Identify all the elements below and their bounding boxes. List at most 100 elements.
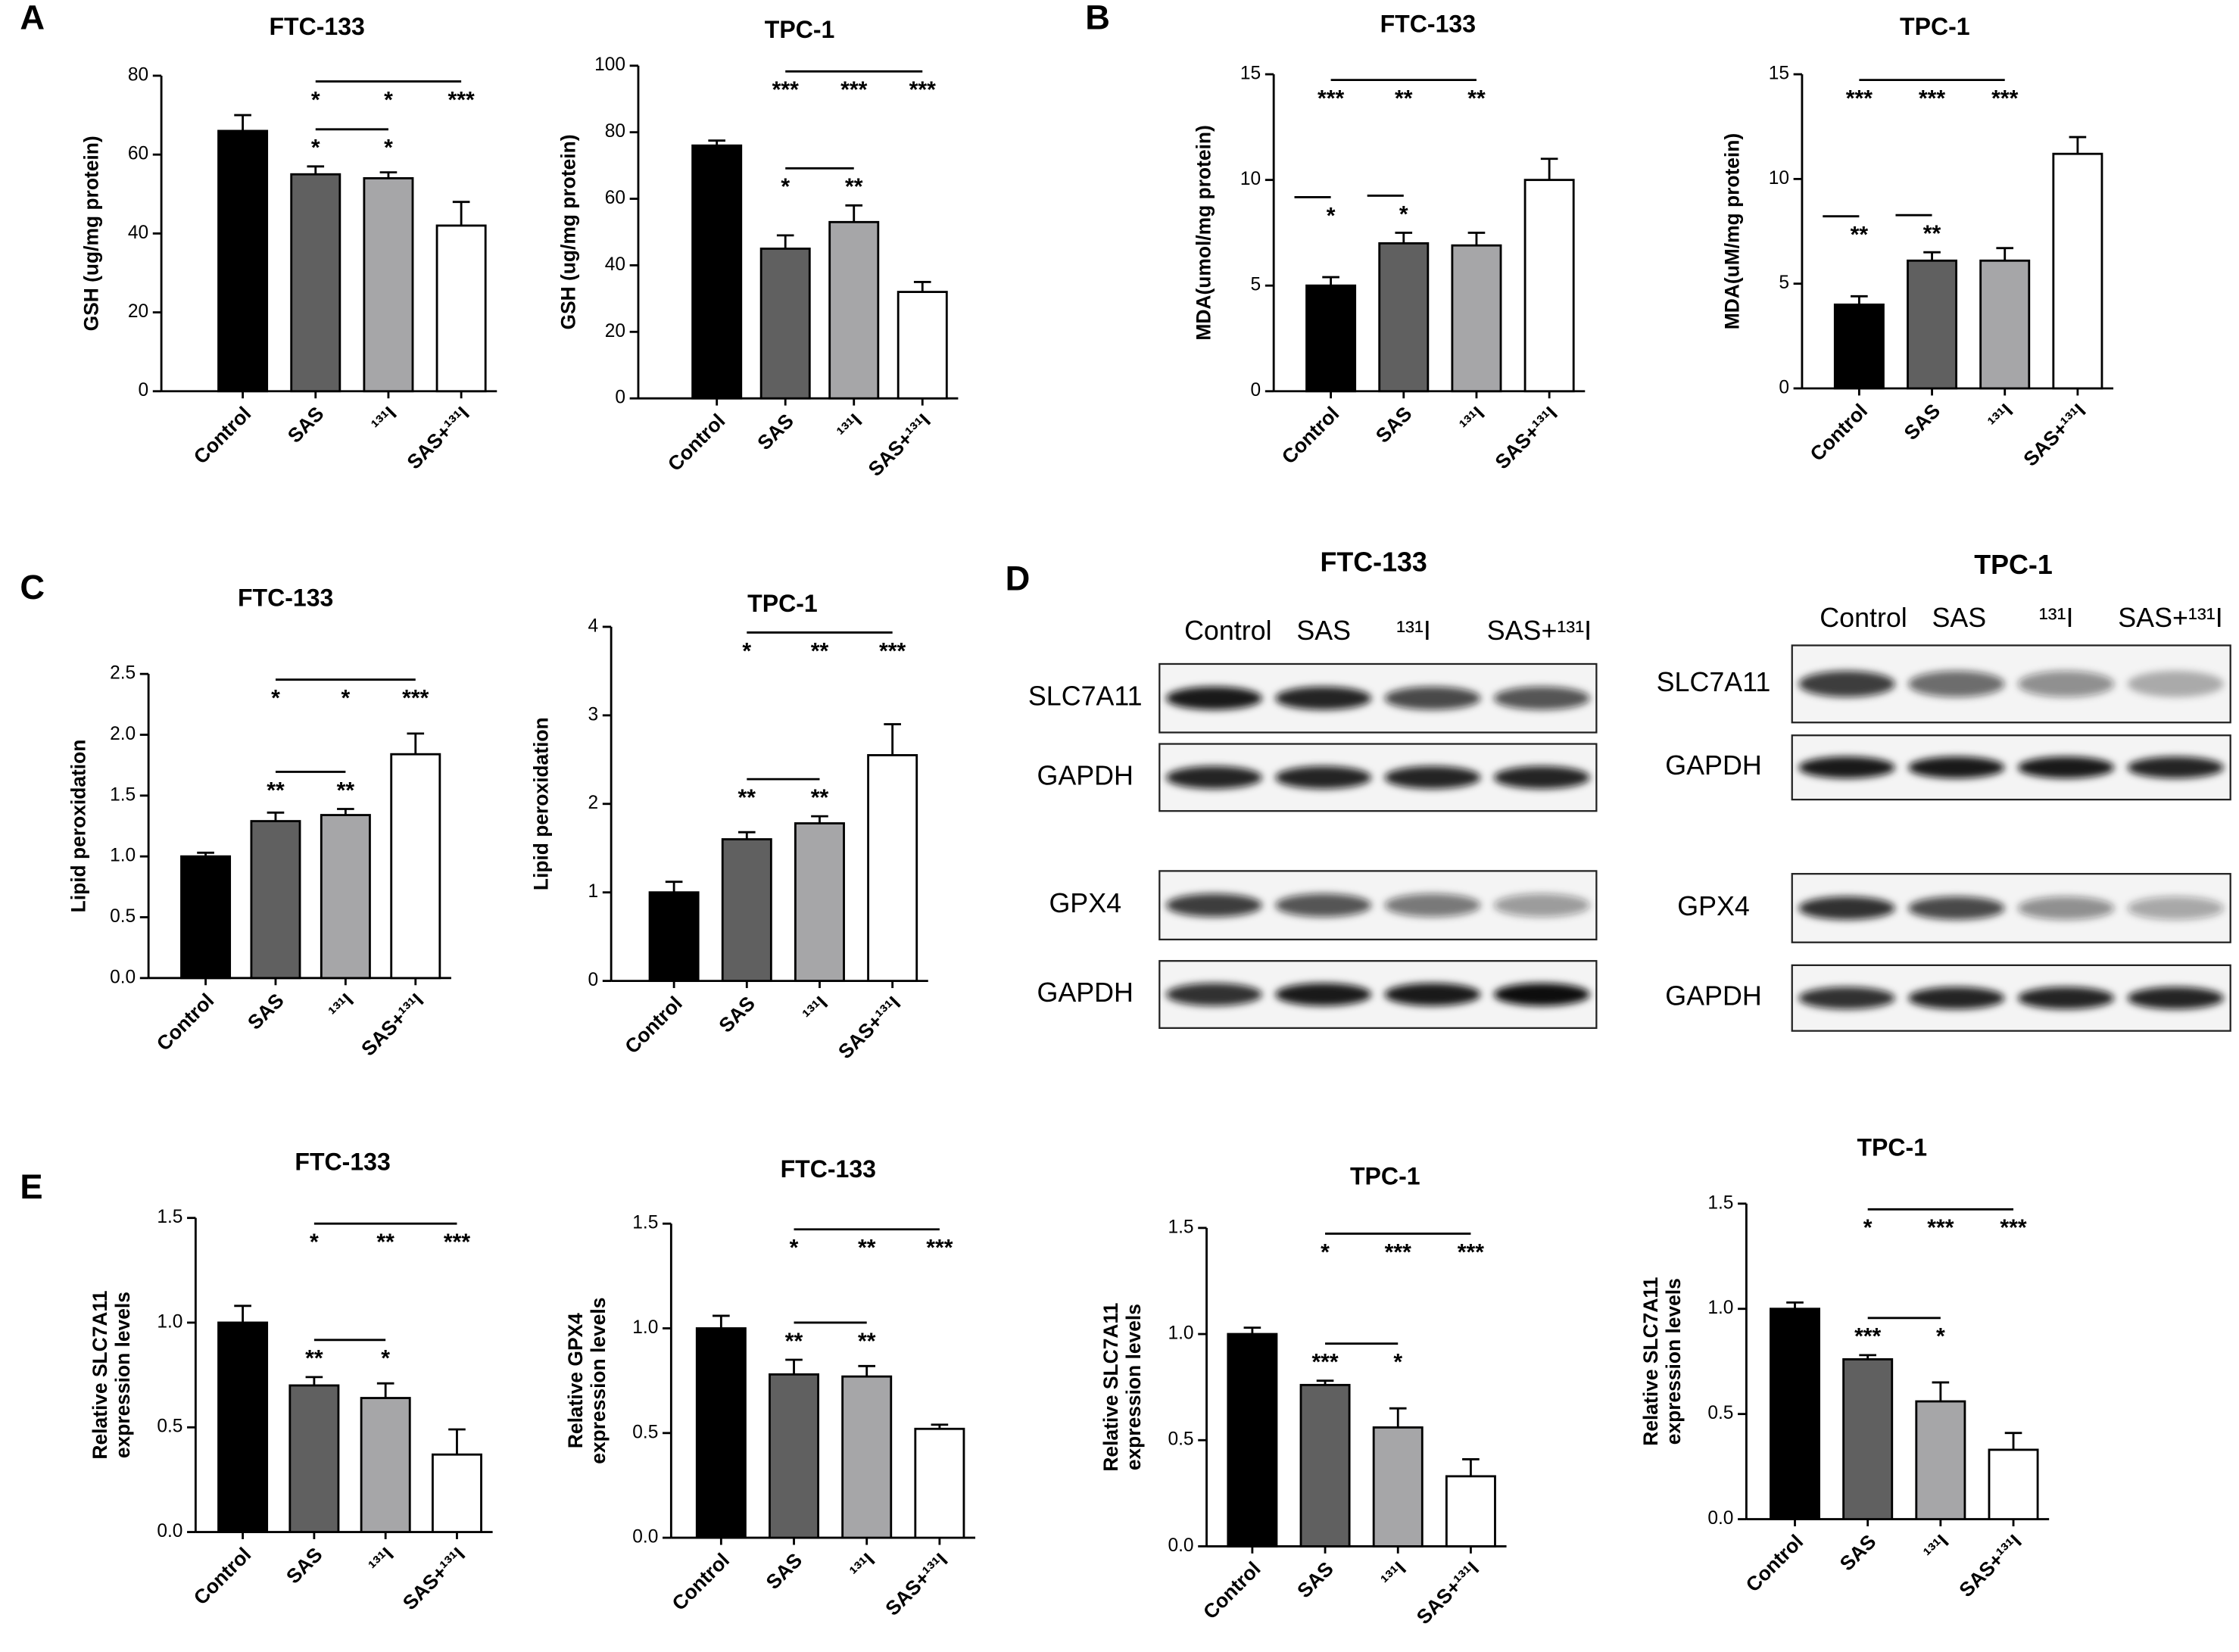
error-bar <box>234 114 251 131</box>
x-tick-label: SAS+¹³¹I <box>1491 402 1562 473</box>
x-tick-label: ¹³¹I <box>1919 1530 1954 1564</box>
bar <box>695 1327 747 1539</box>
error-bar <box>811 815 828 824</box>
row-label: GAPDH <box>1037 760 1134 790</box>
band <box>1798 671 1895 697</box>
y-tick-label: 1.0 <box>1168 1323 1194 1344</box>
y-tick-label: 0 <box>1251 380 1261 401</box>
bar <box>828 220 880 400</box>
band <box>1165 893 1262 918</box>
significance: * <box>742 639 751 664</box>
bar <box>841 1375 893 1539</box>
y-axis-label: MDA(umol/mg protein) <box>1193 125 1215 340</box>
significance: ** <box>1851 223 1869 248</box>
significance: *** <box>1846 86 1873 111</box>
significance: *** <box>1991 86 2018 111</box>
error-bar <box>376 1382 394 1398</box>
row-label: GAPDH <box>1665 981 1761 1011</box>
significance: ** <box>811 639 829 664</box>
y-tick-label: 20 <box>605 321 625 341</box>
band <box>2017 671 2115 697</box>
panel-label: E <box>20 1167 42 1206</box>
band <box>1908 756 2005 779</box>
significance: *** <box>772 78 799 103</box>
significance: ** <box>858 1236 876 1261</box>
band <box>1493 765 1590 789</box>
y-tick-label: 20 <box>128 301 148 322</box>
y-tick-label: 100 <box>594 55 625 75</box>
significance: ** <box>858 1329 876 1354</box>
bar <box>648 891 700 983</box>
band <box>1275 765 1372 789</box>
bar <box>1305 284 1357 393</box>
band <box>1384 686 1481 710</box>
bar <box>691 144 743 400</box>
y-tick-label: 4 <box>588 616 599 636</box>
significance: *** <box>444 1230 470 1255</box>
y-tick-label: 1.5 <box>110 784 136 805</box>
band <box>1908 987 2005 1009</box>
y-tick-label: 1.0 <box>157 1311 182 1332</box>
y-tick-label: 10 <box>1769 168 1789 189</box>
bar <box>759 248 811 400</box>
panel-label: A <box>20 0 45 36</box>
x-tick-label: ¹³¹I <box>1983 399 2017 433</box>
error-bar <box>1851 295 1868 305</box>
y-axis-label: expression levels <box>587 1298 610 1464</box>
error-bar <box>1389 1407 1407 1428</box>
error-bar <box>452 201 470 226</box>
significance: * <box>384 88 393 113</box>
error-bar <box>713 1314 730 1329</box>
bar <box>290 173 341 393</box>
bar <box>1299 1383 1351 1548</box>
significance: * <box>1321 1240 1330 1265</box>
bar <box>1451 244 1502 393</box>
significance: *** <box>1927 1216 1954 1241</box>
error-bar <box>448 1428 466 1455</box>
significance: * <box>1863 1216 1873 1241</box>
x-tick-label: SAS+¹³¹I <box>2019 399 2090 470</box>
significance: ** <box>267 778 285 803</box>
row-label: GAPDH <box>1665 750 1761 781</box>
y-tick-label: 80 <box>128 64 148 85</box>
x-tick-label: ¹³¹I <box>324 989 358 1023</box>
x-tick-label: SAS+¹³¹I <box>357 989 428 1060</box>
band <box>2127 896 2225 920</box>
error-bar <box>1923 251 1941 261</box>
error-bar <box>737 831 756 840</box>
bar <box>1523 179 1575 393</box>
y-tick-label: 0 <box>588 970 599 990</box>
row-label: SLC7A11 <box>1657 667 1771 697</box>
y-axis-label: Lipid peroxidation <box>67 740 90 913</box>
x-tick-label: SAS <box>1835 1530 1881 1576</box>
x-tick-label: Control <box>189 1543 256 1610</box>
chart-title: FTC-133 <box>295 1148 390 1175</box>
band <box>1798 987 1895 1009</box>
y-tick-label: 40 <box>605 254 625 275</box>
x-tick-label: SAS <box>243 989 288 1034</box>
error-bar <box>1395 232 1413 244</box>
x-tick-label: SAS <box>753 410 798 455</box>
y-axis-label: Relative SLC7A11 <box>1639 1277 1662 1446</box>
significance: *** <box>2000 1216 2026 1241</box>
x-tick-label: ¹³¹I <box>845 1548 879 1582</box>
bar <box>1227 1333 1278 1548</box>
band <box>1908 896 2005 920</box>
error-bar <box>1462 1458 1480 1476</box>
significance: *** <box>448 88 475 113</box>
y-axis-label: Relative SLC7A11 <box>89 1291 111 1460</box>
y-tick-label: 1.5 <box>1707 1192 1733 1213</box>
bar <box>250 820 301 980</box>
significance: * <box>781 175 790 200</box>
y-axis-label: expression levels <box>1122 1304 1145 1470</box>
bar <box>1445 1475 1496 1548</box>
chart-title: TPC-1 <box>1350 1162 1420 1189</box>
significance: * <box>381 1346 390 1371</box>
significance: * <box>1327 204 1336 229</box>
band <box>2017 987 2115 1009</box>
significance: ** <box>845 175 863 200</box>
bar <box>320 814 371 980</box>
significance: * <box>311 88 320 113</box>
y-tick-label: 2 <box>588 793 599 813</box>
significance: *** <box>1919 86 1945 111</box>
